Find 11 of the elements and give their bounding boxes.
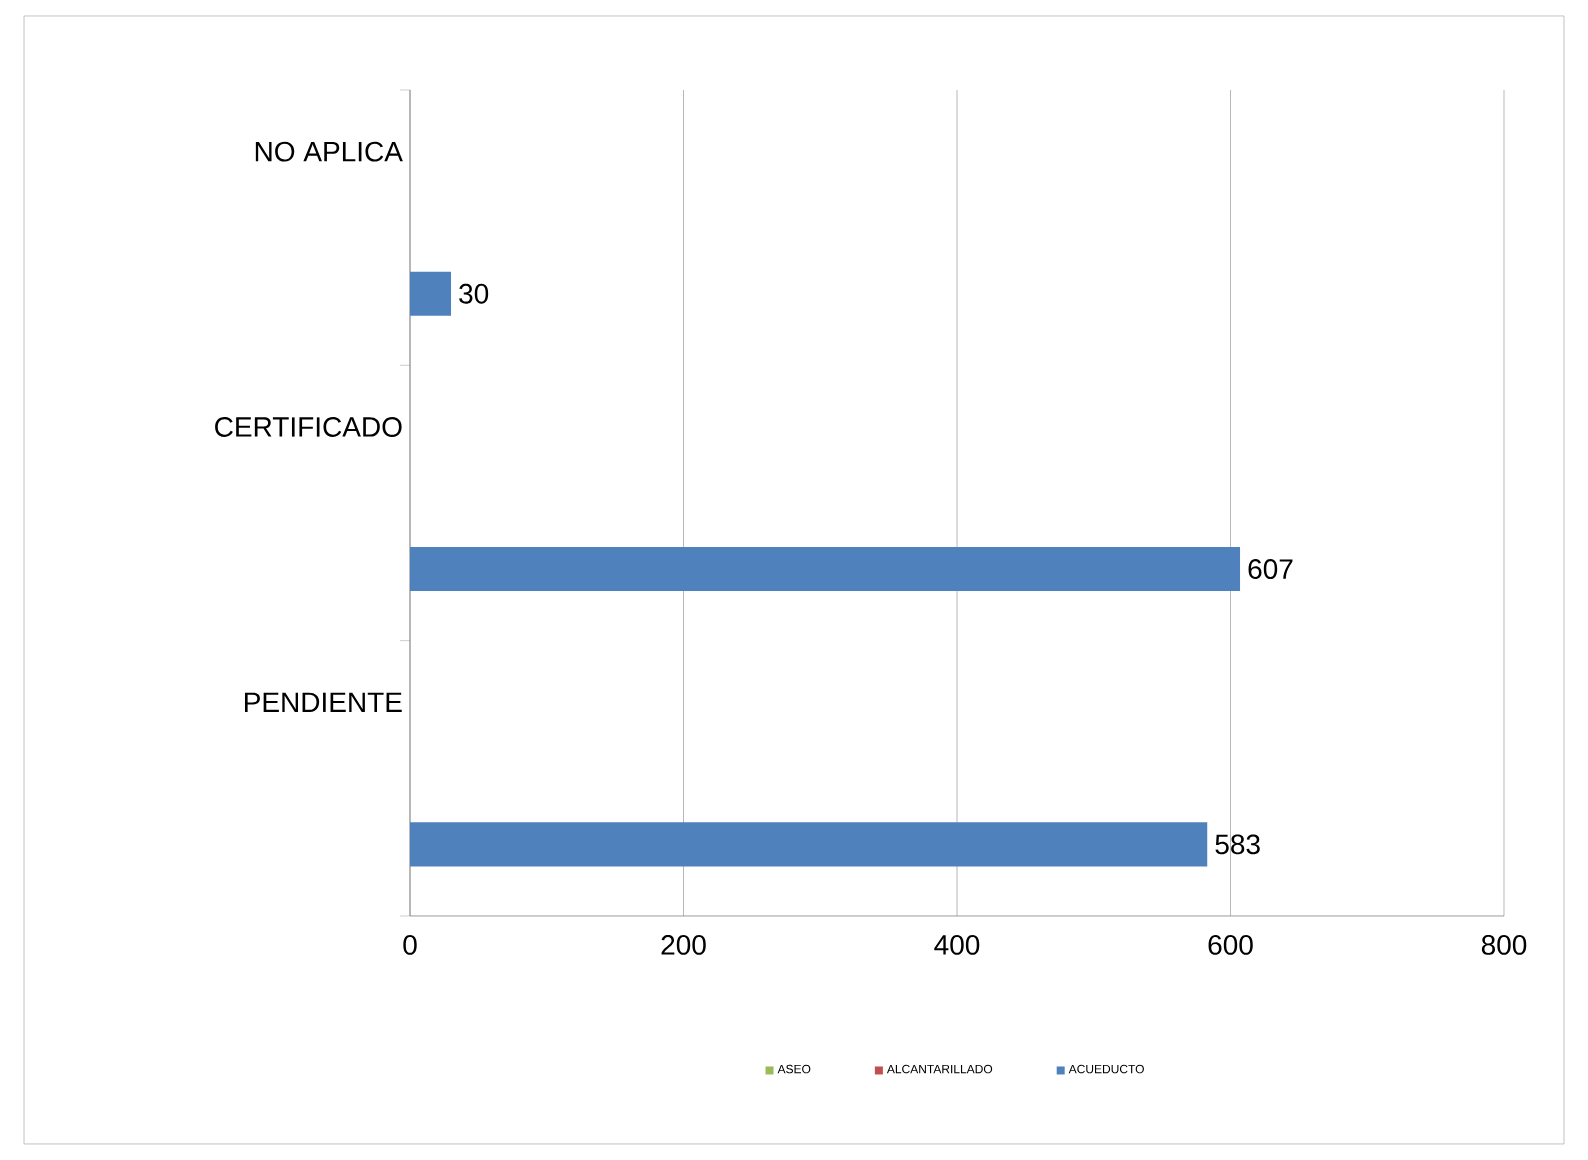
y-tick-label: CERTIFICADO (215, 417, 402, 437)
x-tick-label: 0 (403, 935, 417, 955)
data-label: 583 (1215, 834, 1260, 855)
data-label: 607 (1248, 559, 1293, 579)
x-tick-label: 600 (1208, 935, 1253, 955)
x-tick-label: 400 (934, 935, 980, 955)
y-tick-label: PENDIENTE (244, 692, 402, 712)
x-tick-label: 800 (1481, 935, 1527, 955)
x-tick-label: 200 (661, 935, 706, 955)
data-label: 30 (459, 283, 489, 304)
y-tick-label: NO APLICA (255, 141, 403, 162)
